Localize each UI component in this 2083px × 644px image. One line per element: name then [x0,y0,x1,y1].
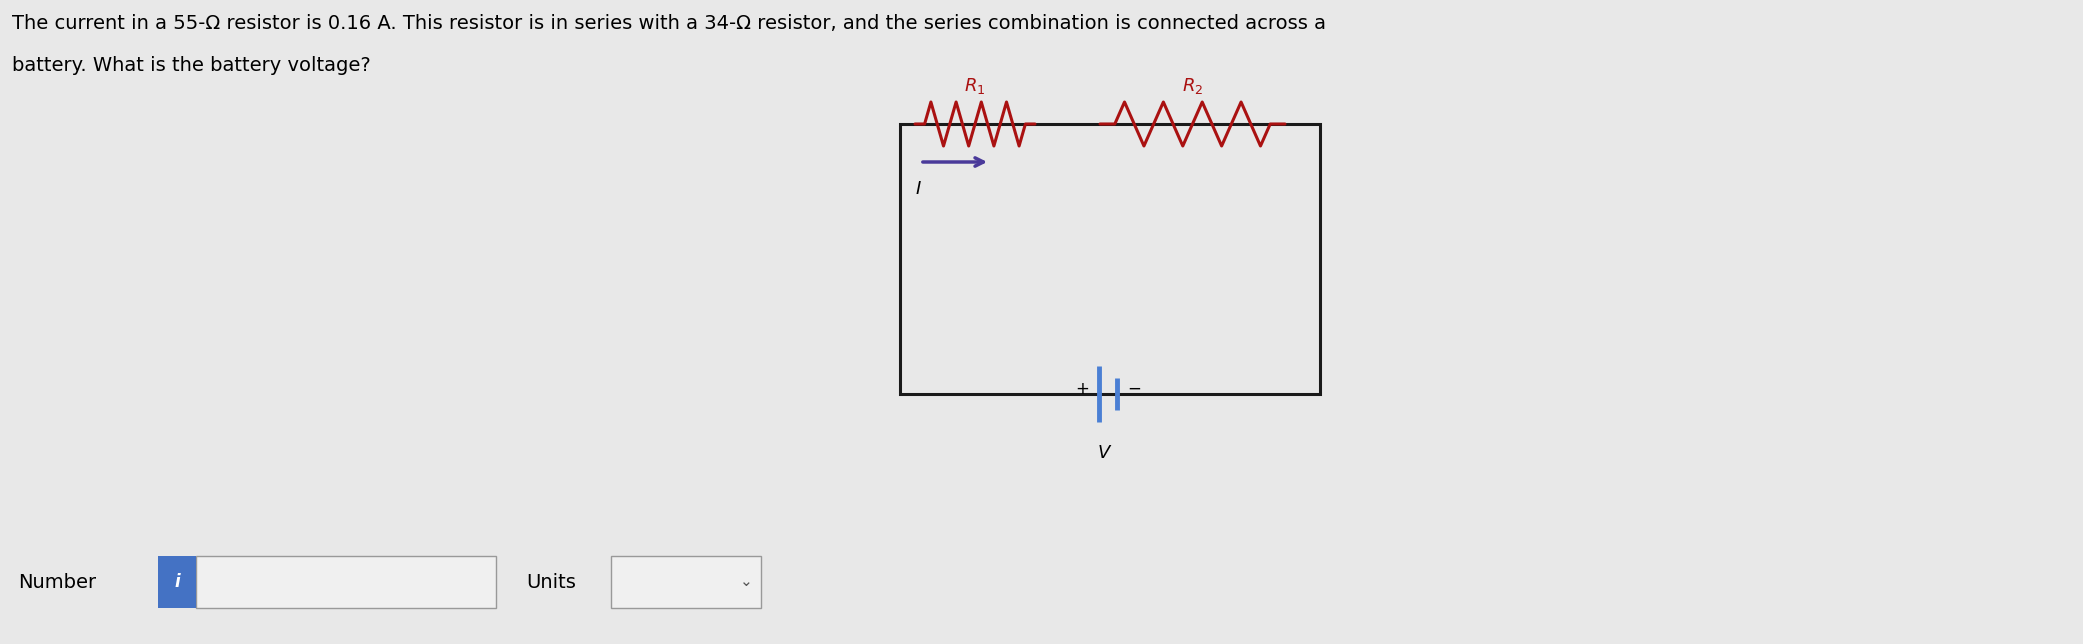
Text: $V$: $V$ [1098,444,1112,462]
Text: +: + [1075,380,1089,398]
Bar [610,556,760,608]
Text: Units: Units [527,573,575,591]
Text: ⌄: ⌄ [739,574,752,589]
Bar [900,124,1321,394]
Text: i: i [175,573,179,591]
Text: The current in a 55-Ω resistor is 0.16 A. This resistor is in series with a 34-Ω: The current in a 55-Ω resistor is 0.16 A… [12,14,1327,33]
Text: −: − [1127,380,1141,398]
Text: $I$: $I$ [914,180,923,198]
Text: Number: Number [19,573,96,591]
Text: $R_2$: $R_2$ [1181,76,1204,96]
Bar [196,556,496,608]
Text: battery. What is the battery voltage?: battery. What is the battery voltage? [12,56,371,75]
Text: $R_1$: $R_1$ [964,76,985,96]
Bar [158,556,196,608]
